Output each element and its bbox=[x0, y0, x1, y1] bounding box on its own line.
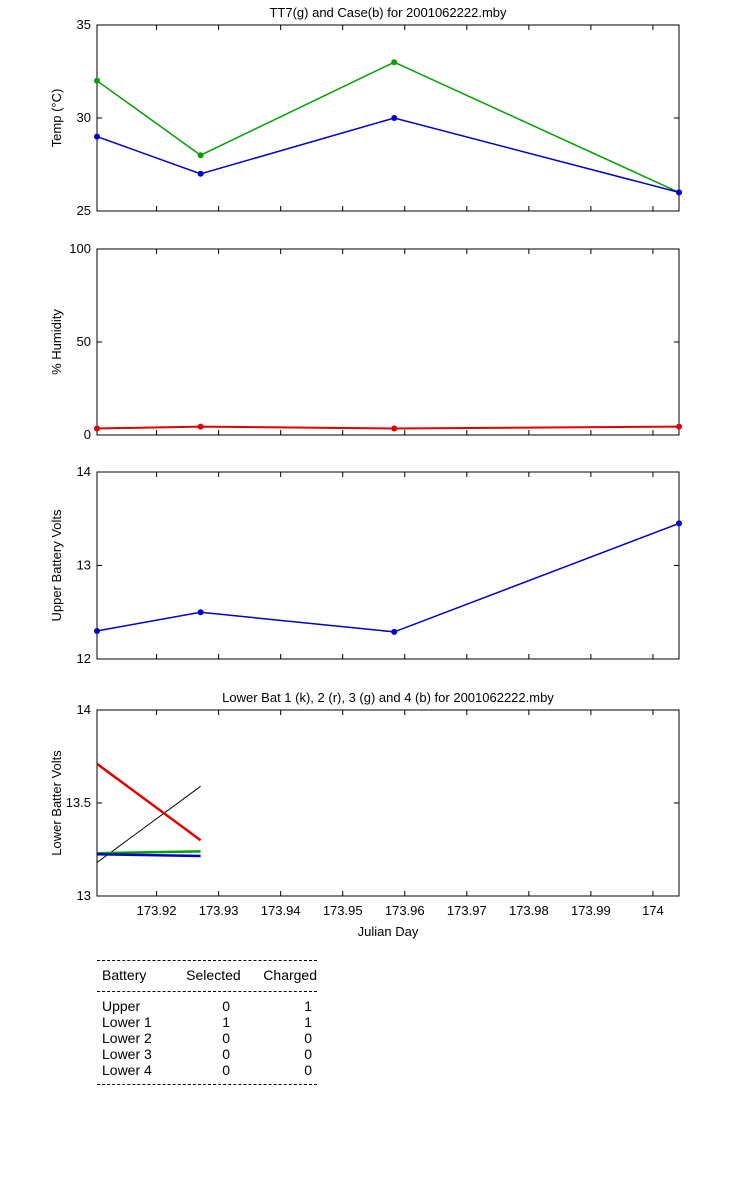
battery-charged: 1 bbox=[304, 1014, 312, 1030]
humidity-y-tick-label: 50 bbox=[77, 334, 91, 349]
temp-y-tick-label: 35 bbox=[77, 17, 91, 32]
humidity-data-point bbox=[197, 423, 204, 430]
header-charged: Charged bbox=[263, 967, 317, 983]
temp-y-axis-label: Temp (°C) bbox=[49, 89, 64, 148]
temp-data-point bbox=[94, 77, 100, 84]
header-battery: Battery bbox=[102, 967, 147, 983]
table-row: Upper 0 1 bbox=[102, 998, 317, 1014]
battery-selected: 0 bbox=[222, 998, 230, 1014]
battery-charged: 0 bbox=[304, 1046, 312, 1062]
upper-battery-data-point bbox=[676, 520, 682, 527]
upper-battery-data-point bbox=[391, 628, 398, 635]
temp-data-point bbox=[197, 152, 204, 159]
table-row: Lower 2 0 0 bbox=[102, 1030, 317, 1046]
battery-charged: 1 bbox=[304, 998, 312, 1014]
battery-charged: 0 bbox=[304, 1030, 312, 1046]
lower-battery-x-tick-label: 174 bbox=[642, 903, 664, 918]
upper-battery-y-axis-label: Upper Battery Volts bbox=[49, 509, 64, 621]
humidity-y-tick-label: 0 bbox=[84, 427, 91, 442]
humidity-data-point bbox=[676, 423, 682, 430]
battery-selected: 0 bbox=[222, 1030, 230, 1046]
humidity-plot-frame bbox=[96, 248, 680, 436]
upper-battery-y-tick-label: 14 bbox=[77, 464, 91, 479]
temp-data-point bbox=[391, 115, 398, 121]
temp-data-point bbox=[94, 133, 100, 140]
lower-battery-series-line bbox=[96, 785, 201, 863]
battery-name: Lower 3 bbox=[102, 1046, 152, 1062]
battery-selected: 0 bbox=[222, 1062, 230, 1078]
upper-battery-series-line bbox=[96, 522, 680, 633]
upper-battery-data-point bbox=[197, 609, 204, 616]
temp-data-point bbox=[197, 170, 204, 177]
temp-y-tick-label: 30 bbox=[77, 110, 91, 125]
humidity-series-line bbox=[96, 425, 680, 430]
lower-battery-x-tick-label: 173.96 bbox=[385, 903, 425, 918]
temp-plot-frame bbox=[96, 24, 680, 212]
table-bottom-divider bbox=[97, 1084, 317, 1085]
humidity-data-point bbox=[94, 425, 100, 432]
lower-battery-y-tick-label: 13 bbox=[77, 888, 91, 903]
temp-chart-title: TT7(g) and Case(b) for 2001062222.mby bbox=[269, 5, 507, 20]
lower-battery-series-line bbox=[96, 852, 201, 858]
lower-battery-chart-title: Lower Bat 1 (k), 2 (r), 3 (g) and 4 (b) … bbox=[222, 690, 554, 705]
battery-status-table: Battery Selected Charged Upper 0 1 Lower… bbox=[97, 960, 317, 1085]
lower-battery-x-tick-label: 173.98 bbox=[509, 903, 549, 918]
table-body: Upper 0 1 Lower 1 1 1 Lower 2 0 0 Lower … bbox=[97, 992, 317, 1084]
lower-battery-series-line bbox=[96, 850, 201, 855]
humidity-y-tick-label: 100 bbox=[69, 241, 91, 256]
lower-battery-x-tick-label: 173.93 bbox=[199, 903, 239, 918]
battery-name: Lower 1 bbox=[102, 1014, 152, 1030]
lower-battery-series-line bbox=[96, 762, 202, 842]
lower-battery-x-axis-label: Julian Day bbox=[358, 924, 419, 939]
lower-battery-x-tick-label: 173.94 bbox=[261, 903, 301, 918]
table-top-divider bbox=[97, 960, 317, 961]
table-row: Lower 4 0 0 bbox=[102, 1062, 317, 1078]
lower-battery-plot-frame bbox=[96, 709, 680, 897]
lower-battery-y-tick-label: 14 bbox=[77, 702, 91, 717]
table-header-divider bbox=[97, 991, 317, 992]
lower-battery-y-axis-label: Lower Batter Volts bbox=[49, 750, 64, 856]
battery-name: Lower 4 bbox=[102, 1062, 152, 1078]
upper-battery-data-point bbox=[94, 627, 100, 634]
lower-battery-y-tick-label: 13.5 bbox=[66, 795, 91, 810]
temp-data-point bbox=[391, 59, 398, 66]
lower-battery-x-tick-label: 173.92 bbox=[137, 903, 177, 918]
temp-data-point bbox=[676, 189, 682, 196]
battery-selected: 0 bbox=[222, 1046, 230, 1062]
battery-selected: 1 bbox=[222, 1014, 230, 1030]
temp-series-line bbox=[96, 61, 680, 194]
temp-series-line bbox=[96, 117, 680, 194]
battery-name: Upper bbox=[102, 998, 141, 1014]
table-row: Lower 3 0 0 bbox=[102, 1046, 317, 1062]
humidity-y-axis-label: % Humidity bbox=[49, 309, 64, 375]
lower-battery-x-tick-label: 173.95 bbox=[323, 903, 363, 918]
lower-battery-x-tick-label: 173.99 bbox=[571, 903, 611, 918]
header-selected: Selected bbox=[186, 967, 241, 983]
lower-battery-x-tick-label: 173.97 bbox=[447, 903, 487, 918]
table-row: Lower 1 1 1 bbox=[102, 1014, 317, 1030]
table-header-row: Battery Selected Charged bbox=[97, 961, 317, 991]
battery-charged: 0 bbox=[304, 1062, 312, 1078]
battery-name: Lower 2 bbox=[102, 1030, 152, 1046]
upper-battery-y-tick-label: 13 bbox=[77, 558, 91, 573]
humidity-data-point bbox=[391, 425, 398, 432]
temp-y-tick-label: 25 bbox=[77, 203, 91, 218]
upper-battery-y-tick-label: 12 bbox=[77, 651, 91, 666]
